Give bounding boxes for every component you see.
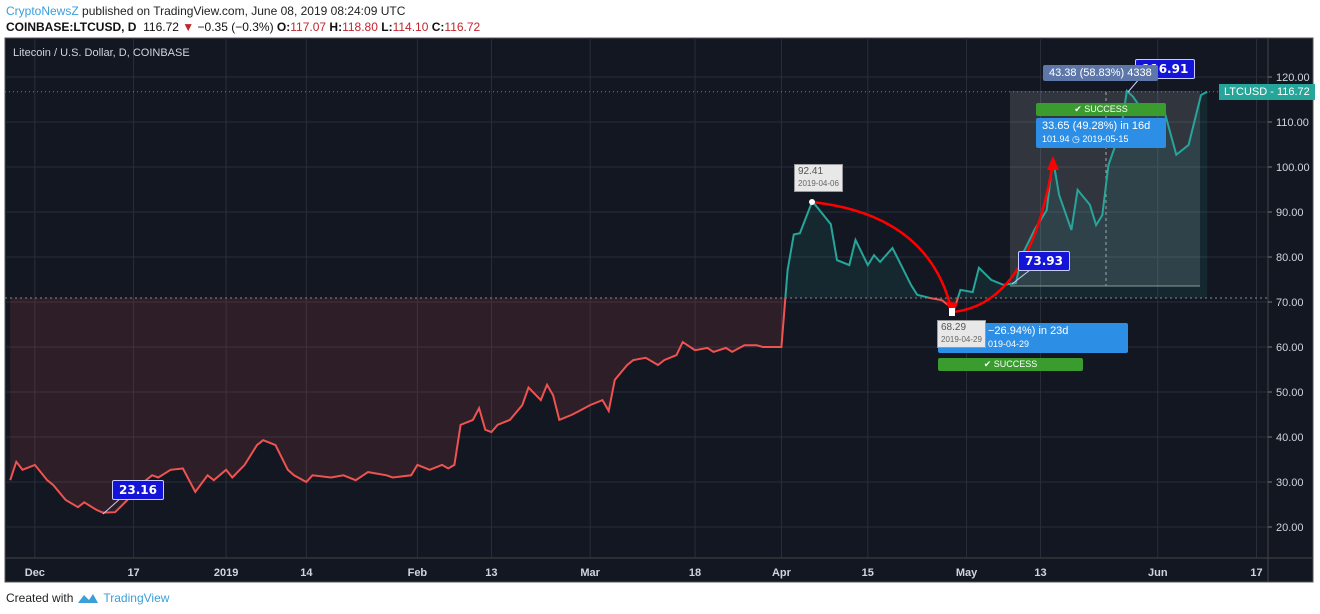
down-triangle-icon: ▼ [182, 20, 195, 34]
peak-price: 92.41 [798, 166, 824, 177]
low-value: 114.10 [392, 20, 429, 34]
trough-point[interactable] [949, 308, 955, 316]
price-line-above-baseline [784, 88, 1208, 298]
tradingview-logo-icon [78, 594, 99, 603]
drop-arrow[interactable] [811, 200, 954, 313]
trough-date: 2019-04-29 [941, 335, 982, 344]
y-tick-label: 80.00 [1276, 252, 1304, 264]
range-stat-label: 43.38 (58.83%) 4338 [1043, 65, 1158, 81]
x-tick-label: Feb [408, 567, 428, 579]
y-tick-label: 90.00 [1276, 207, 1304, 219]
x-tick-label: 13 [485, 567, 497, 579]
chart-title: Litecoin / U.S. Dollar, D, COINBASE [13, 47, 190, 59]
drop-success-badge: ✔ SUCCESS [938, 358, 1083, 371]
y-tick-label: 30.00 [1276, 477, 1304, 489]
y-tick-label: 70.00 [1276, 297, 1304, 309]
rise-arrow-head-icon [1047, 156, 1059, 170]
drop-stat: −26.94%) in 23d [988, 325, 1069, 337]
open-label: O: [276, 20, 291, 34]
peak-point[interactable] [809, 199, 815, 205]
last-price-tag: LTCUSD - 116.72 [1219, 84, 1315, 100]
x-tick-label: 13 [1034, 567, 1046, 579]
rise-arrow[interactable] [951, 161, 1055, 314]
rise-sub: 101.94 ◷ 2019-05-15 [1042, 134, 1129, 144]
x-tick-label: 2019 [214, 567, 238, 579]
x-tick-label: Dec [25, 567, 45, 579]
low-label: L: [381, 20, 393, 34]
y-tick-label: 50.00 [1276, 387, 1304, 399]
time-axis: Dec 17 2019 14 Feb 13 Mar 18 Apr 15 May 13 Jun 17 [25, 567, 1263, 579]
author-link[interactable]: CryptoNewsZ [6, 4, 79, 18]
x-tick-label: Apr [772, 567, 792, 579]
publish-info: CryptoNewsZ published on TradingView.com… [6, 4, 405, 18]
tradingview-link[interactable]: TradingView [103, 591, 170, 605]
price-axis: 20.00 30.00 40.00 50.00 60.00 70.00 80.00 90.00… [1268, 72, 1310, 534]
area-fill-above-baseline [10, 90, 1208, 298]
y-tick-label: 60.00 [1276, 342, 1304, 354]
x-tick-label: 15 [862, 567, 874, 579]
high-value: 118.80 [342, 20, 378, 34]
symbol-info: COINBASE:LTCUSD, D 116.72 ▼ −0.35 (−0.3%… [6, 20, 480, 34]
mid-price-tag[interactable]: 73.93 [1018, 251, 1070, 271]
y-tick-label: 20.00 [1276, 522, 1304, 534]
x-tick-label: 14 [300, 567, 313, 579]
y-tick-label: 40.00 [1276, 432, 1304, 444]
created-with-text: Created with [6, 591, 74, 605]
y-tick-label: 100.00 [1276, 162, 1310, 174]
open-value: 117.07 [290, 20, 327, 34]
symbol: COINBASE:LTCUSD, D [6, 20, 137, 34]
x-tick-label: 17 [1250, 567, 1262, 579]
x-tick-label: 18 [689, 567, 701, 579]
x-tick-label: 17 [127, 567, 139, 579]
x-tick-label: Jun [1148, 567, 1168, 579]
x-tick-label: May [956, 567, 978, 579]
high-label: H: [329, 20, 343, 34]
drop-date: 019-04-29 [988, 339, 1030, 349]
close-value: 116.72 [444, 20, 481, 34]
y-tick-label: 120.00 [1276, 72, 1310, 84]
footer: Created with TradingView [6, 591, 169, 605]
rise-stat-box[interactable]: 33.65 (49.28%) in 16d 101.94 ◷ 2019-05-1… [1036, 118, 1166, 148]
trough-label[interactable]: 68.29 2019-04-29 [937, 320, 986, 348]
last-price: 116.72 [143, 20, 179, 34]
publish-text: published on TradingView.com, June 08, 2… [82, 4, 406, 18]
low-price-tag[interactable]: 23.16 [112, 480, 164, 500]
trough-price: 68.29 [941, 322, 967, 333]
peak-label[interactable]: 92.41 2019-04-06 [794, 164, 843, 192]
close-label: C: [431, 20, 445, 34]
price-line-below-baseline [9, 297, 959, 514]
rise-success-badge: ✔ SUCCESS [1036, 103, 1166, 116]
mid-tag-pointer [1011, 269, 1031, 285]
x-tick-label: Mar [580, 567, 600, 579]
peak-date: 2019-04-06 [798, 179, 839, 188]
area-fill-below-baseline [10, 297, 958, 513]
price-change: −0.35 (−0.3%) [197, 20, 274, 34]
rise-stat: 33.65 (49.28%) in 16d [1042, 120, 1151, 132]
y-tick-label: 110.00 [1276, 117, 1309, 129]
